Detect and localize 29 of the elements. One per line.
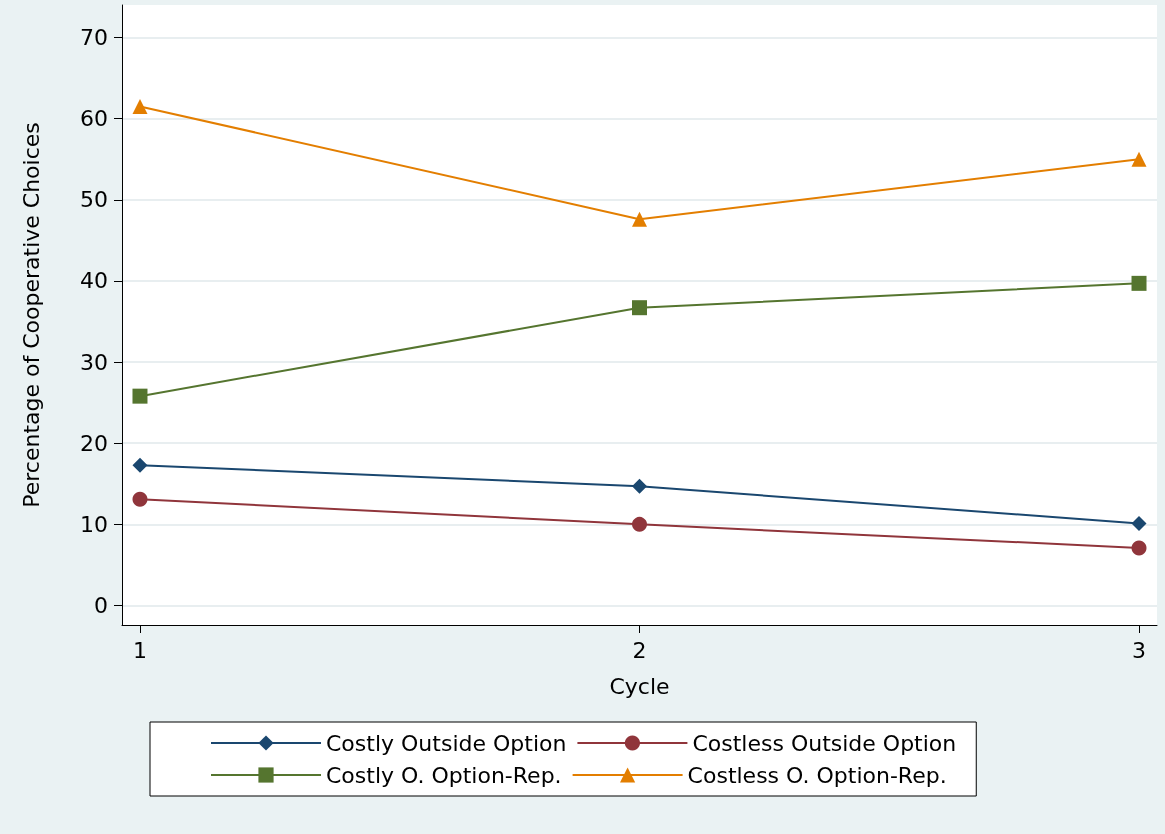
y-tick-label: 50 xyxy=(80,187,108,213)
legend-label: Costly O. Option-Rep. xyxy=(326,762,562,788)
y-tick-label: 20 xyxy=(80,430,108,456)
x-axis-title: Cycle xyxy=(609,673,670,699)
point xyxy=(632,478,647,494)
y-tick-label: 60 xyxy=(80,106,108,132)
point xyxy=(132,98,148,114)
y-tick-label: 40 xyxy=(80,268,108,294)
point xyxy=(1131,151,1147,167)
point xyxy=(1131,540,1147,556)
y-tick-label: 0 xyxy=(94,593,108,619)
point xyxy=(132,457,148,473)
legend-label: Costless Outside Option xyxy=(692,730,957,756)
legend-label: Costless O. Option-Rep. xyxy=(687,762,947,788)
point xyxy=(1131,275,1147,291)
point xyxy=(132,491,148,507)
point xyxy=(632,300,647,316)
point xyxy=(132,388,148,404)
y-tick-label: 70 xyxy=(80,24,108,50)
y-axis-title: Percentage of Cooperative Choices xyxy=(18,122,44,508)
point xyxy=(632,211,647,227)
point xyxy=(1131,516,1147,532)
x-tick-label: 2 xyxy=(632,637,647,663)
x-tick-label: 3 xyxy=(1132,637,1147,663)
y-tick-label: 10 xyxy=(80,511,108,537)
legend-label: Costly Outside Option xyxy=(326,730,567,756)
x-tick-label: 1 xyxy=(132,637,147,663)
y-tick-label: 30 xyxy=(80,349,108,375)
point xyxy=(632,516,647,532)
